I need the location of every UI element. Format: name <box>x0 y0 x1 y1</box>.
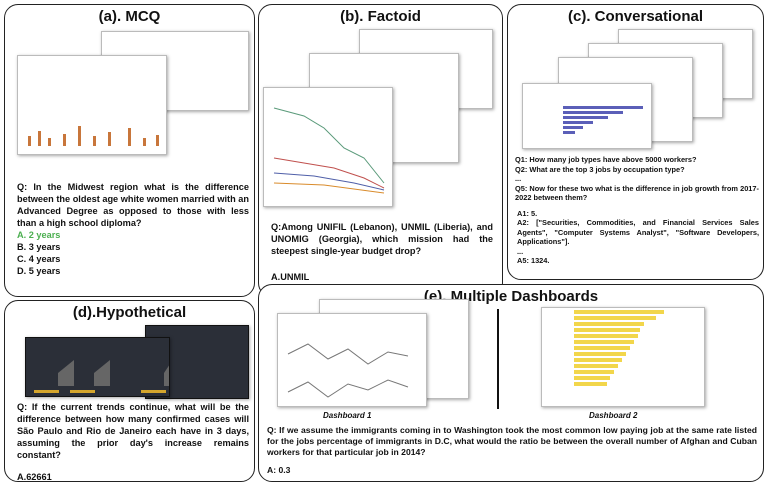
conversation-line: A1: 5. <box>517 208 538 218</box>
option: C. 4 years <box>17 254 61 264</box>
panel-title: (b). Factoid <box>340 8 421 25</box>
panel-title: (d).Hypothetical <box>72 304 187 321</box>
conversation-block: Q1: How many job types have above 5000 w… <box>515 155 759 266</box>
option: B. 3 years <box>17 242 61 252</box>
conversation-line: Q1: How many job types have above 5000 w… <box>515 155 697 164</box>
question-text: Q: If the current trends continue, what … <box>17 402 249 460</box>
panel-title: (c). Conversational <box>567 8 704 25</box>
panel-mcq: (a). MCQ Q: In the Midwest region what i… <box>4 4 255 297</box>
dashboard-thumbnail <box>541 307 705 407</box>
conversation-line: A5: 1324. <box>517 256 550 265</box>
answer-text: A.62661 <box>17 472 52 482</box>
option: D. 5 years <box>17 266 61 276</box>
conversation-line: Q5: Now for these two what is the differ… <box>515 183 759 203</box>
factoid-text-block: Q:Among UNIFIL (Lebanon), UNMIL (Liberia… <box>271 221 493 283</box>
divider <box>497 309 499 409</box>
dashboard-thumbnail <box>17 55 167 155</box>
panel-title: (a). MCQ <box>98 8 161 25</box>
panel-hypothetical: (d).Hypothetical Q: If the current trend… <box>4 300 255 482</box>
question-text: Q: In the Midwest region what is the dif… <box>17 182 249 228</box>
question-text: Q:Among UNIFIL (Lebanon), UNMIL (Liberia… <box>271 222 493 256</box>
multiple-text-block: Q: If we assume the immigrants coming in… <box>267 425 757 476</box>
conversation-line: ... <box>515 174 522 183</box>
dashboard-thumbnail <box>263 87 393 207</box>
hypothetical-text-block: Q: If the current trends continue, what … <box>17 401 249 483</box>
panel-multiple-dashboards: (e). Multiple Dashboards Dashboard 1 Das… <box>258 284 764 482</box>
panel-conversational: (c). Conversational Q1: How many job typ… <box>507 4 764 280</box>
mcq-text-block: Q: In the Midwest region what is the dif… <box>17 181 249 277</box>
answer-text: A.UNMIL <box>271 272 310 282</box>
question-text: Q: If we assume the immigrants coming in… <box>267 425 757 457</box>
dashboard-thumbnail <box>277 313 427 407</box>
dashboard-thumbnail <box>25 337 170 397</box>
conversation-line: ... <box>517 246 524 256</box>
dashboard-thumbnail <box>522 83 652 149</box>
answer-text: A: 0.3 <box>267 465 291 475</box>
conversation-line: Q2: What are the top 3 jobs by occupatio… <box>515 164 685 174</box>
option-correct: A. 2 years <box>17 230 61 240</box>
caption-dashboard-1: Dashboard 1 <box>323 411 372 420</box>
panel-factoid: (b). Factoid Q:Among UNIFIL (Lebanon), U… <box>258 4 503 297</box>
caption-dashboard-2: Dashboard 2 <box>589 411 638 420</box>
conversation-line: A2: ["Securities, Commodities, and Finan… <box>517 218 759 246</box>
